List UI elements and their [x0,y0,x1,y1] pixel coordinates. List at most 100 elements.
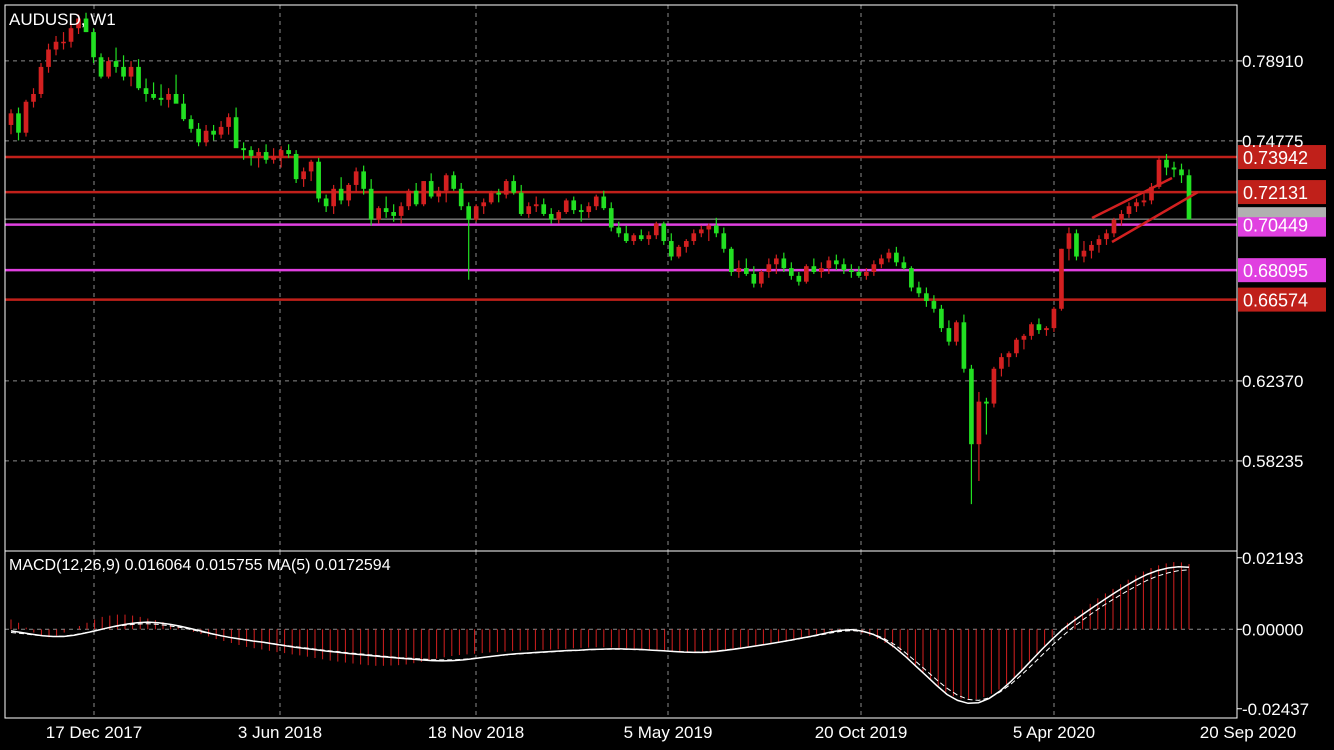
candle-body [653,223,659,236]
candle-body [864,272,869,276]
level-price-label: 0.68095 [1243,261,1308,281]
candle-body [406,190,411,207]
candle-body [1134,202,1139,207]
candle-body [1066,233,1072,249]
candle-body [428,181,434,197]
trend-channel[interactable] [1091,176,1199,244]
candle-body [946,328,952,342]
candle-body [31,94,36,102]
candle-body [1051,308,1057,329]
candle-body [248,150,254,156]
candle-body [271,155,276,160]
y-tick-label: 0.78910 [1242,52,1303,71]
candle-body [976,401,982,445]
candle-body [939,308,944,329]
candle-body [421,181,427,205]
level-price-label: 0.70449 [1243,216,1308,236]
candle-body [819,268,824,273]
candle-body [383,208,389,213]
candle-body [856,272,862,276]
y-tick-label: 0.74775 [1242,132,1303,151]
candle-body [961,322,967,369]
y-tick-label: 0.58235 [1242,452,1303,471]
macd-tick-label: -0.02437 [1242,700,1309,719]
candle-body [518,192,524,214]
candle-body [849,270,854,273]
candle-body [871,264,877,273]
candle-body [98,57,104,77]
channel-upper-line[interactable] [1091,176,1173,220]
candle-body [796,275,802,282]
x-tick-label: 5 Apr 2020 [1013,723,1095,742]
channel-lower-line[interactable] [1111,190,1199,244]
level-price-label: 0.72131 [1243,183,1308,203]
candle-body [466,206,472,220]
candle-body [909,268,914,288]
current-price-tag [1238,207,1326,218]
candle-body [278,150,284,156]
candle-body [691,233,697,242]
candle-body [623,233,629,242]
candle-body [391,212,396,216]
macd-signal-line [10,569,1190,701]
candle-body [256,152,261,156]
candle-body [106,61,111,77]
candle-body [8,113,14,125]
candle-body [451,175,457,189]
candle-body [143,88,149,95]
candle-body [1141,200,1147,203]
macd-tick-label: 0.00000 [1242,620,1303,639]
candle-body [218,126,224,135]
candle-body [1126,206,1132,214]
candle-body [443,175,449,191]
candle-body [736,268,742,273]
candle-body [638,235,644,240]
candle-body [676,246,682,257]
candle-body [646,235,652,240]
level-price-tag [1238,258,1326,283]
candle-body [1149,186,1154,201]
level-price-label: 0.73942 [1243,148,1308,168]
candle-body [886,252,892,259]
candle-body [541,204,547,214]
x-tick-label: 3 Jun 2018 [238,723,322,742]
candle-body [751,273,757,284]
candle-body [616,227,622,234]
horizontal-levels[interactable]: 0.73942 0.72131 0.70449 0.68095 0.66574 [5,145,1326,312]
candle-body [1104,233,1109,240]
candle-body [766,264,772,273]
candle-body [991,368,997,404]
candle-body [173,94,179,104]
candle-body [511,181,517,193]
candle-body [1156,159,1162,187]
candle-body [706,225,712,230]
candle-body [91,32,96,58]
candle-body [969,368,974,445]
candle-body [548,213,554,220]
candle-body [233,117,239,149]
candle-body [563,200,569,213]
candle-body [1081,250,1087,257]
price-axis: 0.78910 0.74775 0.62370 0.58235 [1237,52,1303,471]
candle-body [593,196,599,207]
candle-body [181,103,186,120]
candle-body [503,181,509,195]
candle-body [1006,353,1012,358]
candle-body [68,28,74,42]
candle-body [804,266,809,282]
candle-body [954,322,959,342]
candle-body [578,210,584,213]
candle-body [376,208,381,220]
candle-body [984,401,989,404]
candle-body [713,225,719,234]
candle-body [533,204,539,207]
candle-body [1029,324,1034,336]
candle-body [61,41,66,44]
candle-body [894,252,899,263]
candle-body [301,171,306,180]
candle-body [76,18,81,29]
candle-body [661,223,667,242]
candle-body [338,188,344,201]
x-tick-label: 20 Sep 2020 [1200,723,1296,742]
